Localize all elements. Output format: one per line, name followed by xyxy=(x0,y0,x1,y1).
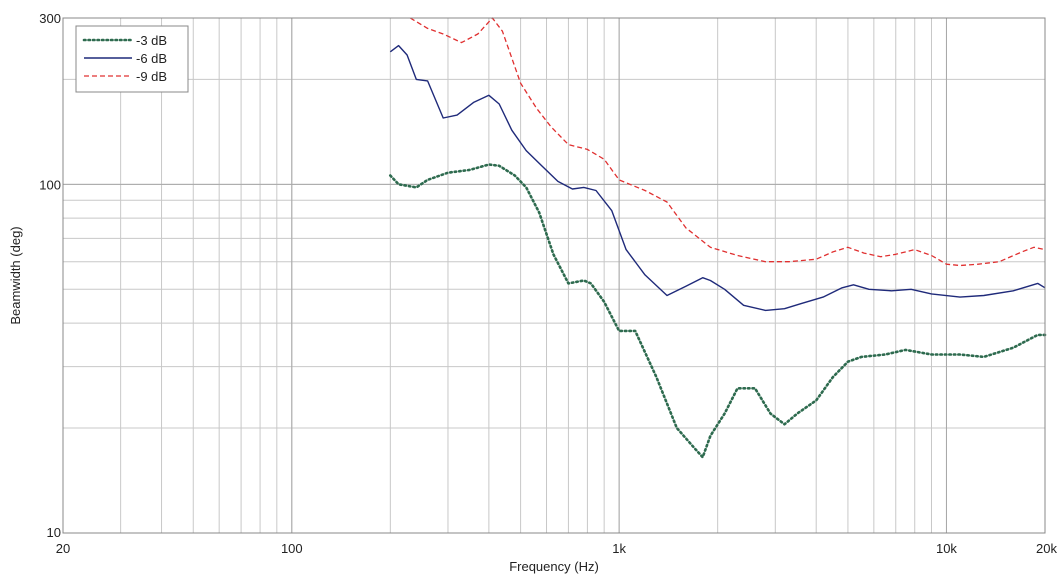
x-tick-label: 20k xyxy=(1036,541,1057,556)
x-tick-label: 100 xyxy=(281,541,303,556)
legend-label: -3 dB xyxy=(136,33,167,48)
legend-label: -6 dB xyxy=(136,51,167,66)
grid-lines xyxy=(62,17,1046,534)
y-tick-label: 100 xyxy=(39,177,61,192)
y-tick-label: 10 xyxy=(47,525,61,540)
series-line-9dbdb xyxy=(409,17,1046,267)
tick-labels: 20 100 1k 10k 20k 10 100 300 xyxy=(39,11,1057,556)
y-axis-label: Beamwidth (deg) xyxy=(8,226,23,324)
series-lines xyxy=(389,17,1047,459)
x-tick-label: 1k xyxy=(612,541,626,556)
legend: -3 dB -6 dB -9 dB xyxy=(75,25,189,93)
x-tick-label: 10k xyxy=(936,541,957,556)
legend-label: -9 dB xyxy=(136,69,167,84)
legend-box xyxy=(75,25,189,93)
y-tick-label: 300 xyxy=(39,11,61,26)
series-line-6dbdb xyxy=(389,44,1046,312)
x-tick-label: 20 xyxy=(56,541,70,556)
series-line-3dbdb xyxy=(389,163,1047,459)
plot-frame xyxy=(62,17,1046,534)
x-axis-label: Frequency (Hz) xyxy=(509,559,599,574)
